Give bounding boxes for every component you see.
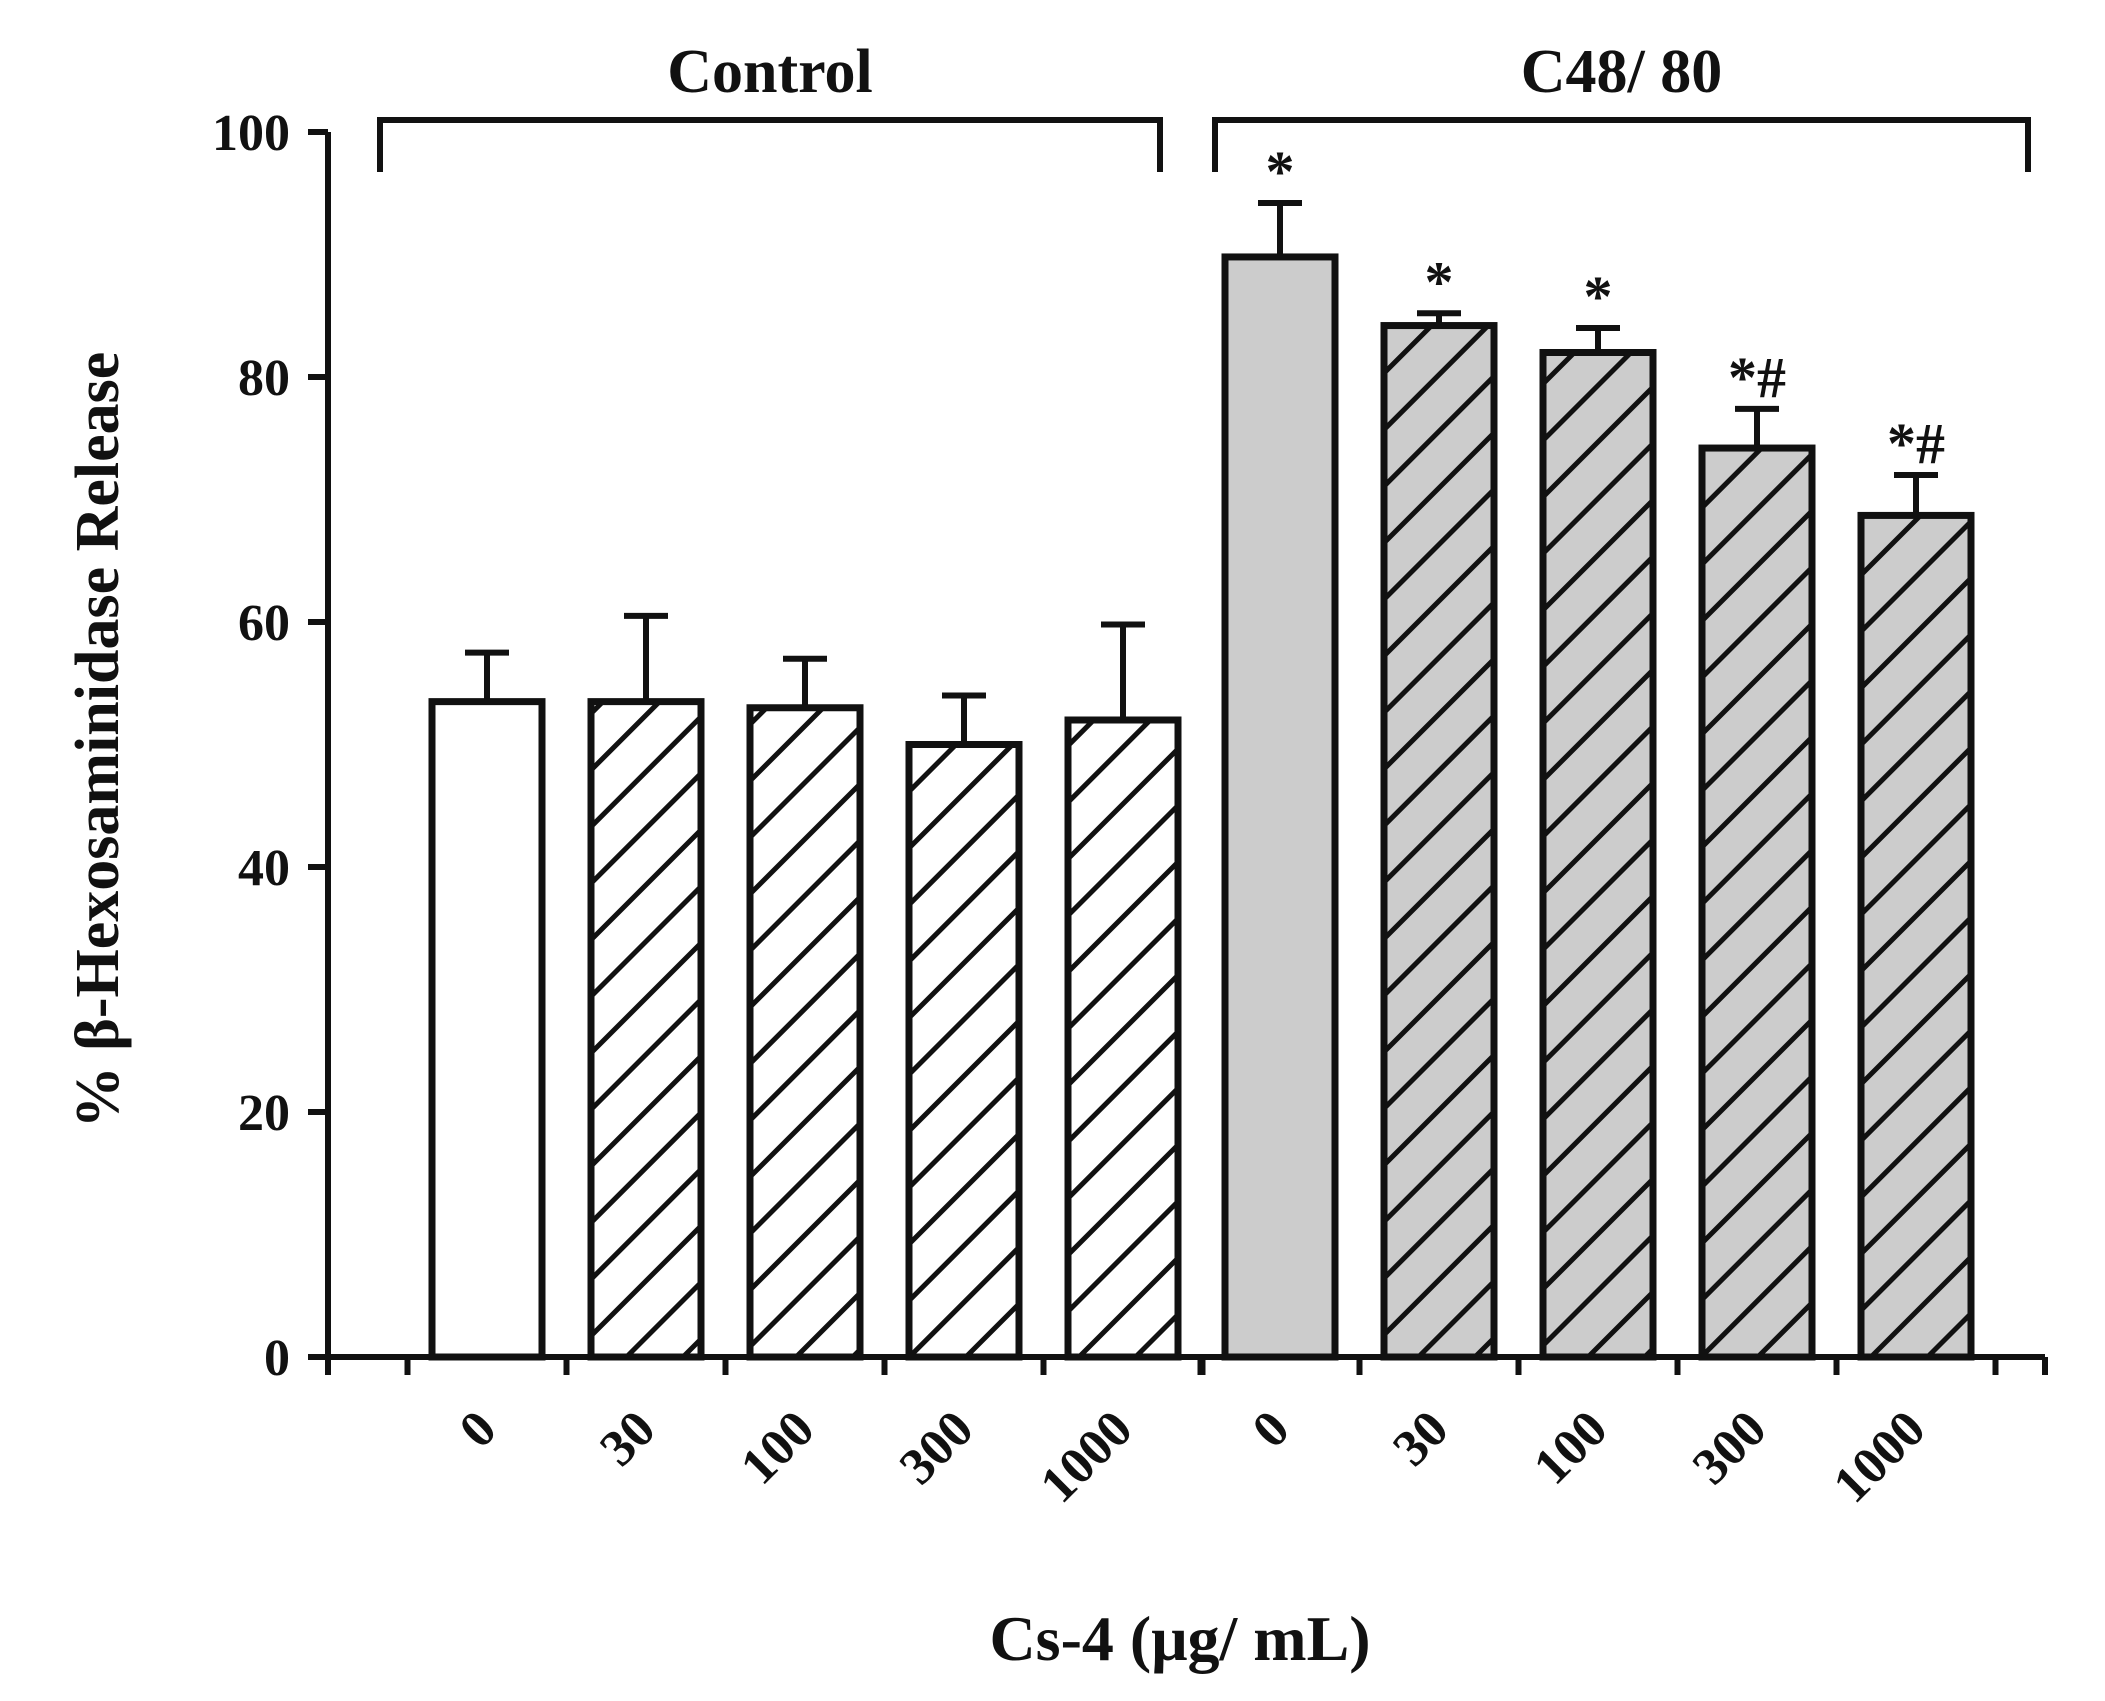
- y-tick-label: 60: [238, 595, 290, 652]
- group-bracket: [1212, 117, 2031, 172]
- significance-label: *: [1584, 264, 1613, 329]
- bar: [428, 698, 546, 1361]
- x-tick-label: 100: [1523, 1400, 1618, 1495]
- bar: [1857, 511, 1975, 1361]
- significance-label: *#: [1728, 345, 1786, 410]
- y-tick-label: 40: [238, 840, 290, 897]
- bar: [1380, 322, 1498, 1361]
- group-bracket: [377, 117, 1163, 172]
- significance-label: *#: [1887, 411, 1945, 476]
- bar: [1698, 444, 1816, 1361]
- bar: [1539, 349, 1657, 1361]
- group-label: Control: [667, 38, 873, 106]
- significance-label: *: [1425, 249, 1454, 314]
- y-tick-label: 100: [212, 105, 290, 162]
- plot-area: 0 20 40 60 80 100 Control 0 30 100 300 1000 C48/ 80 0…: [212, 38, 2048, 1514]
- bar: [587, 698, 705, 1361]
- x-tick-label: 0: [449, 1400, 508, 1459]
- x-axis-label: Cs-4 (μg/ mL): [989, 1603, 1370, 1674]
- bar: [746, 704, 864, 1361]
- significance-label: *: [1266, 139, 1295, 204]
- x-tick-label: 30: [1382, 1400, 1459, 1477]
- x-tick-label: 0: [1242, 1400, 1301, 1459]
- x-tick-label: 300: [889, 1400, 984, 1495]
- y-tick-label: 20: [238, 1085, 290, 1142]
- y-axis-label: % β-Hexosaminidase Release: [64, 352, 132, 1129]
- group-label: C48/ 80: [1521, 38, 1723, 106]
- bar: [905, 741, 1023, 1361]
- x-tick-label: 30: [589, 1400, 666, 1477]
- bar: [1064, 716, 1182, 1361]
- x-tick-label: 1000: [1030, 1400, 1144, 1514]
- x-tick-label: 300: [1682, 1400, 1777, 1495]
- bar: [1221, 253, 1339, 1361]
- x-tick-label: 1000: [1823, 1400, 1937, 1514]
- x-tick-label: 100: [730, 1400, 825, 1495]
- y-tick-label: 80: [238, 350, 290, 407]
- y-tick-label: 0: [264, 1330, 290, 1387]
